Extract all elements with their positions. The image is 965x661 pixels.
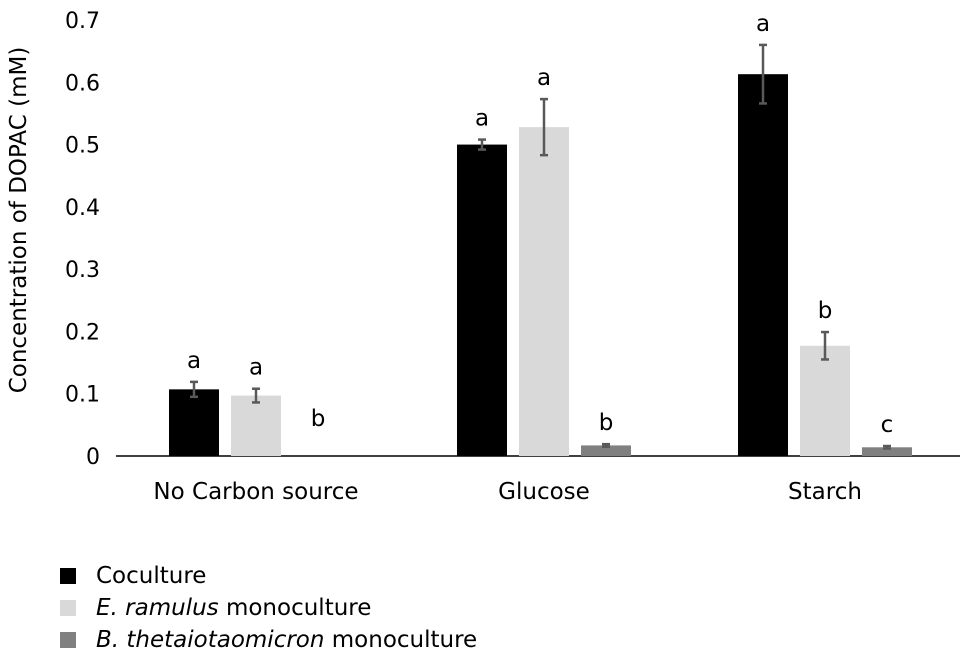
bar-2-0 — [738, 74, 788, 456]
y-axis-label: Concentration of DOPAC (mM) — [6, 47, 32, 394]
error-bar-0-0 — [190, 380, 198, 399]
error-bar-2-2 — [883, 444, 891, 450]
significance-letter-0-2: b — [311, 406, 326, 432]
y-tick-label-7: 0.7 — [65, 9, 100, 34]
significance-letter-1-2: b — [599, 410, 614, 436]
labels: No Carbon source a a b Glucose a a b Starch a b c — [153, 11, 893, 505]
y-tick-label-6: 0.6 — [65, 71, 100, 96]
error-bar-2-0 — [759, 43, 767, 105]
category-label-0: No Carbon source — [153, 479, 358, 505]
legend-label-1: E. ramulus monoculture — [96, 595, 371, 621]
y-tick-label-2: 0.2 — [65, 320, 100, 345]
significance-letter-2-0: a — [756, 11, 770, 37]
significance-letter-1-1: a — [537, 65, 551, 91]
y-tick-label-4: 0.4 — [65, 196, 100, 221]
error-bar-1-1 — [540, 97, 548, 157]
legend-label-1-species: E. ramulus — [96, 595, 219, 621]
axes: 0 0.1 0.2 0.3 0.4 0.5 0.6 0.7 — [65, 9, 960, 470]
legend-swatch-0 — [60, 568, 76, 584]
legend-label-2-species: B. thetaiotaomicron — [96, 627, 325, 653]
error-bar-1-0 — [478, 138, 486, 151]
bar-0-1 — [231, 395, 281, 456]
significance-letter-0-0: a — [187, 348, 201, 374]
legend-label-2-rest: monoculture — [324, 627, 478, 653]
category-label-2: Starch — [788, 479, 862, 505]
legend-label-0-text: Coculture — [96, 563, 207, 589]
legend-swatch-2 — [60, 632, 76, 648]
legend-item-0: Coculture — [60, 560, 477, 592]
y-tick-label-5: 0.5 — [65, 134, 100, 159]
bars — [169, 43, 912, 457]
y-tick-label-3: 0.3 — [65, 258, 100, 283]
bar-2-1 — [800, 345, 850, 456]
bar-1-2 — [581, 445, 631, 456]
bar-0-0 — [169, 389, 219, 456]
error-bar-2-1 — [821, 330, 829, 361]
legend-item-2: B. thetaiotaomicron monoculture — [60, 624, 477, 656]
category-label-1: Glucose — [498, 479, 590, 505]
error-bar-0-1 — [252, 387, 260, 404]
significance-letter-0-1: a — [249, 355, 263, 381]
legend: Coculture E. ramulus monoculture B. thet… — [60, 560, 477, 656]
error-bar-1-2 — [602, 442, 610, 448]
bar-1-1 — [519, 127, 569, 456]
significance-letter-2-1: b — [818, 298, 833, 324]
bar-2-2 — [862, 447, 912, 456]
y-tick-label-1: 0.1 — [65, 383, 100, 408]
legend-item-1: E. ramulus monoculture — [60, 592, 477, 624]
significance-letter-2-2: c — [881, 412, 894, 438]
legend-label-1-rest: monoculture — [218, 595, 372, 621]
significance-letter-1-0: a — [475, 106, 489, 132]
legend-label-2: B. thetaiotaomicron monoculture — [96, 627, 477, 653]
y-tick-label-0: 0 — [86, 445, 100, 470]
bar-1-0 — [457, 144, 507, 457]
legend-label-0: Coculture — [96, 563, 206, 589]
legend-swatch-1 — [60, 600, 76, 616]
